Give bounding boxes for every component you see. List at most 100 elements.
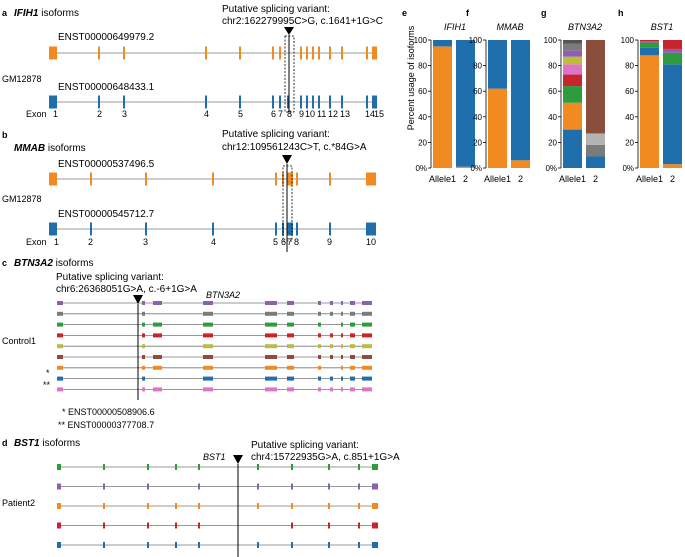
exon-block (265, 376, 277, 381)
panel-b-exon-label: Exon (26, 237, 47, 247)
exon-block (212, 172, 214, 186)
exon-block (203, 301, 213, 305)
exon-block (296, 222, 298, 236)
exon-block (358, 542, 360, 548)
bar-segment (563, 74, 582, 87)
exon-block (153, 355, 162, 359)
exon-block (318, 387, 321, 392)
exon-block (257, 542, 259, 548)
panel-c-variant-desc: chr6:26368051G>A, c.-6+1G>A (56, 284, 197, 295)
y-tick-label: 60 (625, 87, 634, 96)
panel-c-sample: Control1 (2, 336, 36, 346)
exon-block (341, 376, 343, 381)
bar-segment (663, 64, 682, 165)
exon-block (287, 333, 294, 338)
panel-c-marker1: * (46, 368, 50, 378)
exon-block (372, 522, 378, 529)
bar-segment (586, 144, 605, 157)
exon-block (142, 322, 145, 327)
exon-block (275, 222, 277, 236)
exon-block (175, 464, 177, 470)
exon-block (203, 365, 213, 370)
variant-marker-icon (233, 455, 243, 464)
y-tick-label: 0% (470, 164, 482, 173)
exon-block (300, 95, 302, 109)
exon-block (147, 483, 149, 490)
exon-number: 5 (238, 109, 243, 119)
panel-a-exon-numbers: 1 2 3 4 5 6 7 8 9 10 11 12 13 14 15 (53, 109, 384, 119)
exon-block (265, 365, 277, 370)
exon-block (372, 483, 378, 490)
exon-block (212, 222, 214, 236)
exon-block (330, 355, 333, 359)
exon-block (329, 95, 331, 109)
bar-segment (433, 46, 452, 168)
exon-block (318, 376, 321, 381)
panel-b-sample: GM12878 (2, 194, 42, 204)
exon-block (287, 376, 294, 381)
exon-block (330, 311, 333, 316)
exon-block (57, 322, 63, 327)
panel-d-variant-label: Putative splicing variant: (251, 440, 359, 451)
exon-block (291, 503, 293, 509)
exon-block (350, 301, 355, 305)
category-label: 2 (670, 174, 675, 184)
exon-block (57, 311, 63, 316)
bar-segment (563, 64, 582, 75)
exon-block (57, 333, 63, 338)
bar-segment (640, 47, 659, 56)
exon-block (205, 46, 207, 60)
exon-block (57, 542, 61, 548)
panel-d-variant-desc: chr4:15722935G>A, c.851+1G>A (251, 452, 400, 463)
exon-number: 9 (299, 109, 304, 119)
bar-segment (433, 40, 452, 47)
panel-letter: g (541, 8, 547, 18)
exon-number: 2 (88, 237, 93, 247)
bar-segment (586, 156, 605, 168)
bar-segment (663, 48, 682, 53)
bar-segment (640, 55, 659, 168)
exon-block (57, 355, 63, 359)
y-tick-label: 20 (548, 138, 557, 147)
exon-number: 14 (365, 109, 375, 119)
bar-segment (456, 166, 475, 168)
exon-block (287, 301, 294, 305)
exon-block (272, 46, 274, 60)
exon-block (372, 503, 378, 509)
exon-block (362, 311, 372, 316)
bar-segment (640, 40, 659, 42)
bar-segment (488, 40, 507, 89)
bar-segment (511, 160, 530, 168)
bar-segment (563, 50, 582, 57)
panel-letter: f (466, 8, 470, 18)
exon-block (103, 483, 105, 490)
exon-block (350, 376, 355, 381)
exon-block (328, 483, 330, 490)
exon-block (330, 333, 333, 338)
exon-block (362, 355, 372, 359)
y-tick-label: 20 (625, 138, 634, 147)
exon-block (203, 311, 213, 316)
panel-c-title: BTN3A2 isoforms (14, 258, 93, 269)
exon-block (98, 46, 100, 60)
y-tick-label: 100 (621, 36, 635, 45)
panel-b: b MMAB isoforms Putative splicing varian… (2, 129, 376, 252)
panel-d-gene-label: BST1 (203, 452, 226, 462)
exon-number: 12 (328, 109, 338, 119)
chart-f: 0% 20 40 60 80 100 f MMAB Allele1 2 (466, 8, 530, 184)
panel-b-transcript1: ENST00000537496.5 (58, 159, 155, 170)
y-tick-label: 100 (414, 36, 428, 45)
exon-block (341, 333, 343, 338)
exon-block (328, 503, 330, 509)
exon-number: 1 (54, 237, 59, 247)
exon-block (103, 464, 105, 470)
panel-a-letter: a (2, 8, 8, 18)
chart-title: MMAB (497, 22, 524, 32)
exon-block (318, 322, 321, 327)
exon-block (318, 333, 321, 338)
y-tick-label: 60 (418, 87, 427, 96)
exon-block (358, 522, 360, 529)
exon-block (291, 522, 293, 529)
exon-block (312, 95, 314, 109)
exon-block (329, 172, 331, 186)
